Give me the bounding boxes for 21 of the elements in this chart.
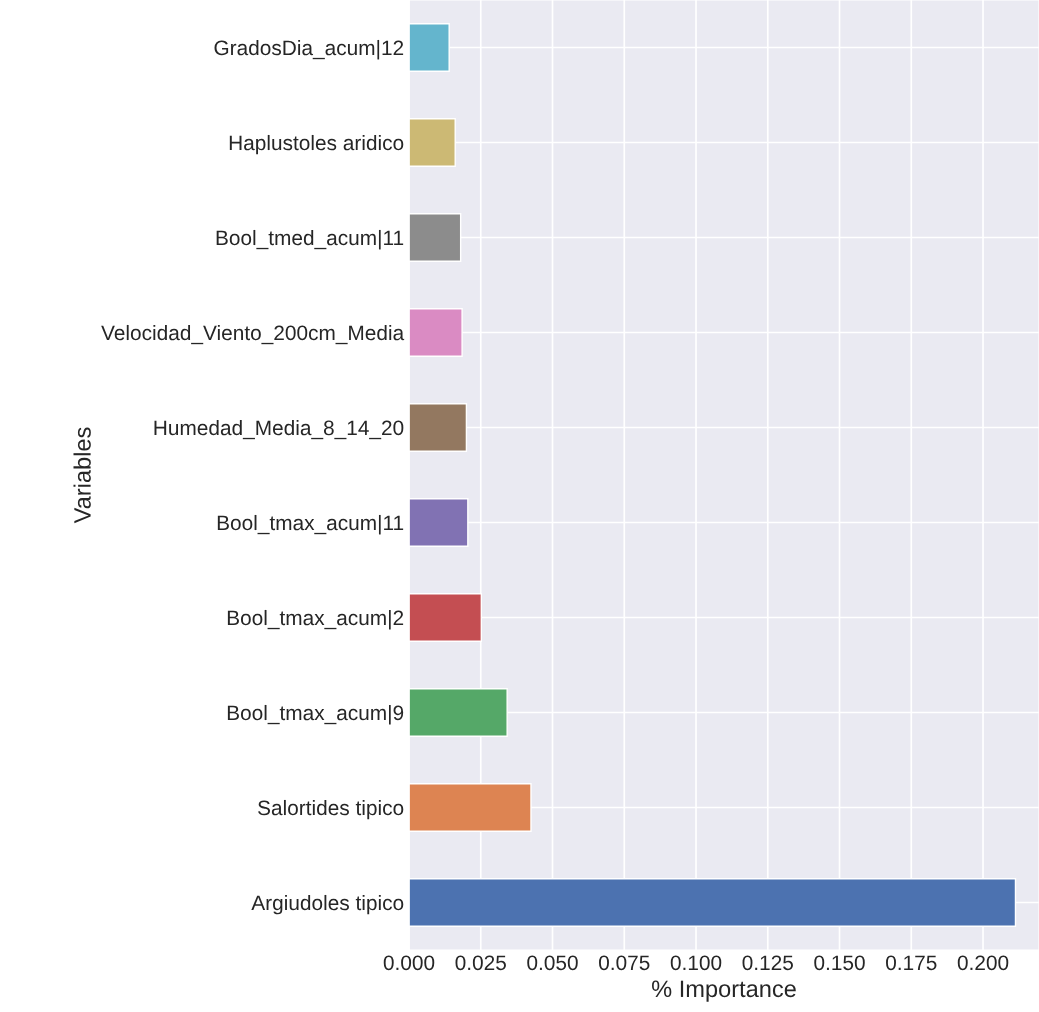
y-tick-label: Bool_tmed_acum|11 [216,229,404,250]
x-tick-label: 0.050 [527,955,578,971]
x-tick-label: 0.175 [886,955,937,971]
x-tick-label: 0.075 [599,955,650,971]
x-tick-label: 0.150 [814,955,865,971]
y-tick-label: Bool_tmax_acum|11 [217,514,404,535]
x-tick-label: 0.200 [957,955,1009,971]
x-tick-label: 0.025 [455,955,506,971]
y-tick-label: GradosDia_acum|12 [214,39,404,60]
x-axis-title: % Importance [652,980,796,1002]
y-tick-label: Humedad_Media_8_14_20 [154,419,404,440]
y-tick-label: Haplustoles aridico [229,134,404,155]
y-tick-label: Argiudoles tipico [251,894,404,915]
x-tick-label: 0.100 [670,955,722,971]
y-tick-label: Salortides tipico [258,799,404,820]
y-axis-title: Variables [73,427,91,524]
y-tick-label: Bool_tmax_acum|9 [227,704,404,725]
x-tick-label: 0.000 [383,955,435,971]
x-tick-label: 0.125 [742,955,793,971]
y-tick-label: Bool_tmax_acum|2 [227,609,404,630]
y-tick-label: Velocidad_Viento_200cm_Media [101,324,405,345]
